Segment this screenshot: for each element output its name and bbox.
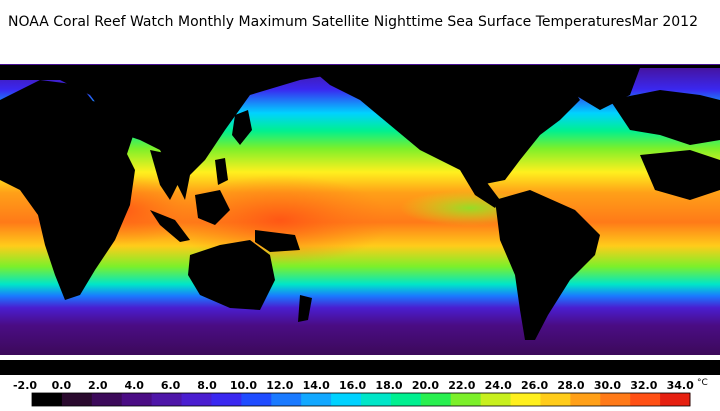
legend-swatch xyxy=(660,393,691,406)
legend-labels: -2.0 0.0 2.0 4.0 6.0 8.0 10.0 12.0 14.0 16.0 18.0 2… xyxy=(13,379,694,392)
legend-swatch xyxy=(570,393,601,406)
legend-color-bar xyxy=(31,392,691,407)
legend-label: 4.0 xyxy=(124,379,144,392)
legend-swatch xyxy=(121,393,153,406)
legend-swatch xyxy=(361,393,392,406)
indian-peninsula xyxy=(85,100,135,180)
legend-label: 32.0 xyxy=(630,379,657,392)
legend-label: 16.0 xyxy=(339,379,366,392)
legend-swatch xyxy=(181,393,212,406)
legend-label: 34.0 xyxy=(667,379,694,392)
legend-label: 6.0 xyxy=(161,379,181,392)
madagascar xyxy=(60,240,72,270)
legend-label: 28.0 xyxy=(557,379,584,392)
legend-label: 12.0 xyxy=(266,379,293,392)
legend-swatch xyxy=(480,393,512,406)
legend-swatch xyxy=(331,393,362,406)
legend-label: 18.0 xyxy=(375,379,402,392)
map-title-bar: NOAA Coral Reef Watch Monthly Maximum Sa… xyxy=(0,0,720,40)
borneo xyxy=(195,190,230,225)
legend-label: -2.0 xyxy=(13,379,37,392)
legend-swatch xyxy=(390,393,422,406)
legend-swatch xyxy=(301,393,332,406)
legend-label: 20.0 xyxy=(412,379,439,392)
map-date: Mar 2012 xyxy=(631,14,699,30)
legend-label: 26.0 xyxy=(521,379,548,392)
japan xyxy=(232,110,252,145)
legend-swatch xyxy=(600,393,631,406)
legend-swatch xyxy=(630,393,661,406)
legend-label: 2.0 xyxy=(88,379,108,392)
legend-swatch xyxy=(450,393,482,406)
europe xyxy=(610,90,720,145)
legend-swatch xyxy=(271,393,302,406)
west-pacific-warm-pool xyxy=(170,175,390,265)
arctic-ice xyxy=(0,40,720,64)
sst-world-map xyxy=(0,40,720,375)
legend-swatch xyxy=(32,393,63,406)
legend-label: 30.0 xyxy=(594,379,621,392)
legend-label: 14.0 xyxy=(303,379,330,392)
map-title: NOAA Coral Reef Watch Monthly Maximum Sa… xyxy=(8,14,632,30)
legend-unit: °C xyxy=(697,378,708,388)
philippines xyxy=(215,158,228,185)
sumatra xyxy=(150,210,190,242)
antarctica xyxy=(0,360,720,375)
new-guinea xyxy=(255,230,300,252)
legend-swatch xyxy=(211,393,242,406)
indochina xyxy=(150,150,180,200)
land-masses xyxy=(0,65,720,375)
australia xyxy=(188,240,275,310)
temperature-legend: -2.0 0.0 2.0 4.0 6.0 8.0 10.0 12.0 14.0 16.0 18.0 2… xyxy=(13,378,708,407)
legend-swatch xyxy=(420,393,452,406)
legend-swatch xyxy=(61,393,93,406)
south-america xyxy=(495,190,600,340)
west-africa xyxy=(640,150,720,200)
central-america xyxy=(460,170,500,208)
legend-swatch xyxy=(540,393,571,406)
legend-swatch xyxy=(241,393,272,406)
legend-label: 0.0 xyxy=(52,379,72,392)
legend-swatch xyxy=(151,393,183,406)
legend-label: 24.0 xyxy=(485,379,512,392)
legend-label: 22.0 xyxy=(448,379,475,392)
legend-swatch xyxy=(510,393,541,406)
new-zealand xyxy=(298,295,312,322)
legend-border xyxy=(31,392,691,407)
legend-label: 8.0 xyxy=(197,379,217,392)
north-america xyxy=(310,68,580,185)
legend-swatch xyxy=(91,393,123,406)
eurasia xyxy=(0,65,720,200)
legend-label: 10.0 xyxy=(230,379,257,392)
